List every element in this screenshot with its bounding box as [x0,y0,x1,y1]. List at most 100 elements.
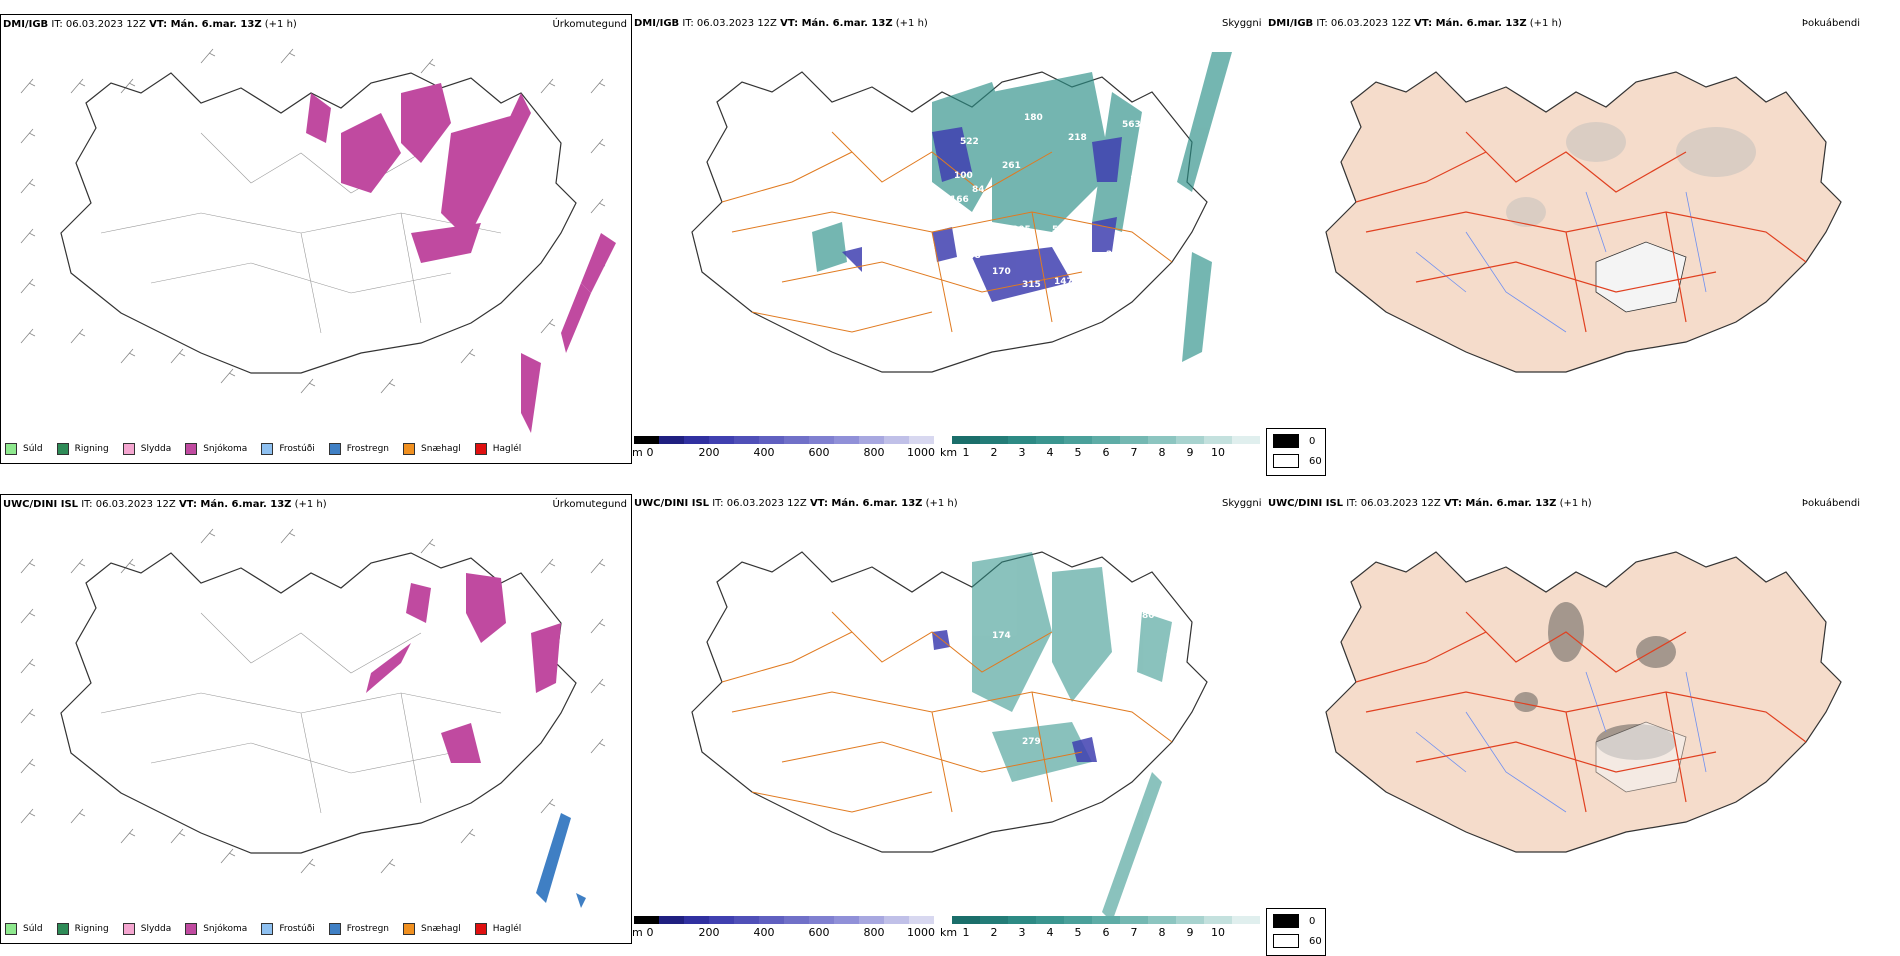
teal-cloud-areas [972,552,1172,922]
cbar-segment [1036,436,1065,444]
svg-text:315: 315 [1022,280,1041,290]
cloud-panel-bottom: UWC/DINI ISL IT: 06.03.2023 12Z VT: Mán.… [632,494,1266,944]
iceland-coastline [691,551,1208,853]
swatch [185,923,198,935]
svg-text:169: 169 [1108,741,1127,751]
cbar-tick: 1000 [907,926,935,939]
cbar-segment [952,436,981,444]
cbar-segment [1092,436,1121,444]
cbar-segment [1176,916,1205,924]
fog-map [1325,71,1842,373]
cbar-tick: 9 [1186,446,1194,459]
svg-text:522: 522 [960,137,979,147]
cloud-panel-top: DMI/IGB IT: 06.03.2023 12Z VT: Mán. 6.ma… [632,14,1266,464]
visibility-colorbar: km 1 2 3 4 5 6 7 8 9 10 [940,436,1261,460]
svg-text:148: 148 [962,251,981,261]
legend-item: Snæhagl [403,923,461,935]
panel-title: DMI/IGB IT: 06.03.2023 12Z VT: Mán. 6.ma… [3,19,297,30]
swatch [261,443,274,455]
cbar-unit: km [940,446,958,459]
cbar-tick: 400 [753,926,775,939]
cbar-tick: 1000 [907,446,935,459]
roads [721,611,1173,813]
fog-legend-row: 60 [1273,454,1322,468]
cbar-tick: 4 [1046,446,1054,459]
cbar-tick: 1 [962,446,970,459]
fog-legend: 0 60 [1266,908,1326,956]
snow-areas [306,83,616,433]
svg-text:667: 667 [1166,651,1185,661]
svg-text:246: 246 [1106,250,1125,260]
legend-item: Frostúði [261,443,315,455]
svg-text:171: 171 [952,210,971,220]
legend-item: Snjókoma [185,443,247,455]
panel-title: UWC/DINI ISL IT: 06.03.2023 12Z VT: Mán.… [1268,498,1592,509]
cbar-segment [859,436,885,444]
precip-legend: Súld Rigning Slydda Snjókoma Frostúði Fr… [5,919,535,939]
swatch [1273,914,1299,928]
cbar-tick: 200 [698,926,720,939]
frost-areas [536,813,586,908]
ceiling-colorbar: m 0 200 400 600 800 1000 [632,916,935,940]
cloud-base-labels: 180 522 218 563 100 261 113 108 166 84 1… [898,113,1221,381]
legend-item: Súld [5,443,43,455]
cbar-segment [1148,916,1177,924]
svg-text:100: 100 [954,171,973,181]
cbar-tick: 400 [753,446,775,459]
cbar-tick: 1 [962,926,970,939]
panel-title: DMI/IGB IT: 06.03.2023 12Z VT: Mán. 6.ma… [1268,18,1562,29]
cbar-segment [1120,916,1149,924]
svg-text:166: 166 [950,195,969,205]
wind-barbs [20,528,606,874]
variable-name: Skyggni [1222,18,1262,29]
precip-panel-bottom: UWC/DINI ISL IT: 06.03.2023 12Z VT: Mán.… [0,494,632,944]
cbar-segment [1008,436,1037,444]
cbar-segment [834,436,860,444]
fog-legend-row: 0 [1273,914,1315,928]
roads [1355,611,1807,813]
cbar-tick: 2 [990,926,998,939]
precip-legend: Súld Rigning Slydda Snjókoma Frostúði Fr… [5,439,535,459]
svg-text:227: 227 [1104,721,1123,731]
swatch [5,923,17,935]
legend-item: Snæhagl [403,443,461,455]
cbar-tick: 4 [1046,926,1054,939]
cbar-segment [709,916,735,924]
svg-text:272: 272 [954,715,973,725]
svg-text:92: 92 [1208,343,1221,353]
cbar-segment [684,916,710,924]
cbar-segment [1148,436,1177,444]
cbar-segment [784,916,810,924]
precip-map [20,528,606,908]
cbar-tick: 10 [1211,446,1225,459]
cbar-segment [659,436,685,444]
svg-text:261: 261 [1066,307,1085,317]
legend-item: Haglél [474,923,521,935]
cbar-tick: 3 [1018,446,1026,459]
fog-map [1325,551,1842,853]
swatch [56,923,69,935]
roads [100,132,502,334]
swatch [1273,934,1299,948]
cloud-map: 180 522 218 563 100 261 113 108 166 84 1… [691,52,1232,381]
legend-item: Slydda [122,923,171,935]
cbar-segment [1120,436,1149,444]
cbar-segment [834,916,860,924]
swatch [1273,454,1299,468]
swatch [403,923,416,935]
cbar-segment [952,916,981,924]
roads [721,131,1173,333]
variable-name: Þokuábendi [1801,18,1860,29]
cbar-segment [909,436,935,444]
iceland-land [1325,551,1842,853]
cbar-segment [1176,436,1205,444]
cbar-segment [684,436,710,444]
cbar-segment [734,436,760,444]
rivers [1415,671,1707,813]
legend-item: Slydda [122,443,171,455]
cbar-segment [734,916,760,924]
cbar-segment [884,916,910,924]
cbar-tick: 5 [1074,926,1082,939]
svg-text:220: 220 [857,717,876,727]
cbar-tick: 5 [1074,446,1082,459]
